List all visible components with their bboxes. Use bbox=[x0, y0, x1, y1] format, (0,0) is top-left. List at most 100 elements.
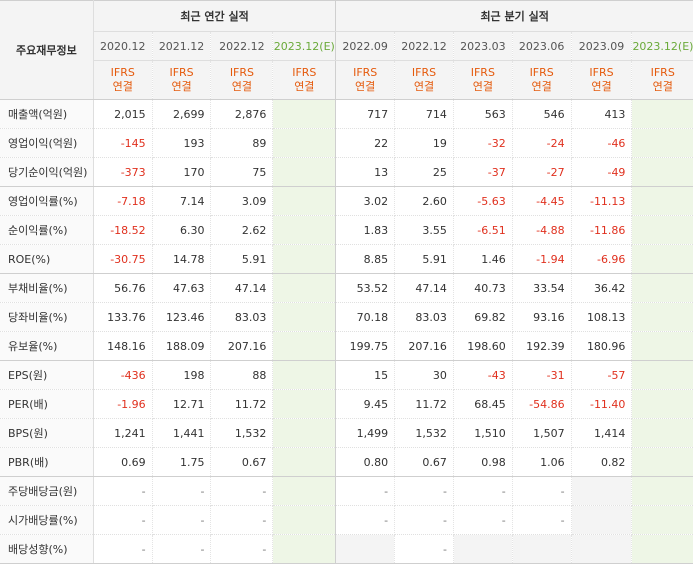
value-cell: 0.98 bbox=[453, 447, 513, 477]
value-cell: - bbox=[93, 505, 153, 535]
annual-header: 최근 연간 실적 bbox=[93, 0, 337, 32]
period-header: 2021.12 bbox=[152, 31, 212, 61]
value-cell bbox=[453, 534, 513, 564]
value-cell: 19 bbox=[394, 128, 454, 158]
value-cell: 199.75 bbox=[335, 331, 396, 361]
ifrs-basis: IFRS 연결 bbox=[93, 60, 153, 100]
value-cell: 47.63 bbox=[152, 273, 212, 303]
value-cell: - bbox=[93, 476, 153, 506]
value-cell bbox=[272, 99, 337, 129]
value-cell bbox=[631, 157, 693, 187]
ifrs-basis: IFRS 연결 bbox=[512, 60, 572, 100]
value-cell bbox=[272, 273, 337, 303]
value-cell: -11.13 bbox=[571, 186, 633, 216]
value-cell: 2,699 bbox=[152, 99, 212, 129]
value-cell: 1.83 bbox=[335, 215, 396, 245]
value-cell: 1,241 bbox=[93, 418, 153, 448]
value-cell: 6.30 bbox=[152, 215, 212, 245]
value-cell: - bbox=[335, 476, 396, 506]
value-cell: 11.72 bbox=[394, 389, 454, 419]
quarter-header: 최근 분기 실적 bbox=[335, 0, 693, 32]
value-cell: - bbox=[93, 534, 153, 564]
value-cell bbox=[631, 244, 693, 274]
value-cell bbox=[571, 476, 633, 506]
value-cell: 2,876 bbox=[210, 99, 274, 129]
value-cell bbox=[272, 418, 337, 448]
value-cell: 714 bbox=[394, 99, 454, 129]
period-header: 2022.09 bbox=[335, 31, 396, 61]
value-cell: -54.86 bbox=[512, 389, 572, 419]
value-cell: - bbox=[210, 476, 274, 506]
period-header-estimate: 2023.12(E) bbox=[631, 31, 693, 61]
value-cell: 9.45 bbox=[335, 389, 396, 419]
value-cell: -11.86 bbox=[571, 215, 633, 245]
value-cell: -145 bbox=[93, 128, 153, 158]
value-cell: -6.51 bbox=[453, 215, 513, 245]
value-cell: 1,441 bbox=[152, 418, 212, 448]
value-cell: - bbox=[335, 505, 396, 535]
value-cell: 170 bbox=[152, 157, 212, 187]
value-cell: -57 bbox=[571, 360, 633, 390]
row-label: ROE(%) bbox=[0, 244, 94, 274]
value-cell bbox=[631, 186, 693, 216]
value-cell: 413 bbox=[571, 99, 633, 129]
table-row: 매출액(억원) 2,015 2,699 2,876 717 714 563 546 413 bbox=[0, 99, 693, 129]
value-cell: 93.16 bbox=[512, 302, 572, 332]
value-cell: 180.96 bbox=[571, 331, 633, 361]
row-label: 순이익률(%) bbox=[0, 215, 94, 245]
value-cell: 33.54 bbox=[512, 273, 572, 303]
value-cell bbox=[631, 215, 693, 245]
value-cell bbox=[272, 128, 337, 158]
row-label: 매출액(억원) bbox=[0, 99, 94, 129]
value-cell: 5.91 bbox=[394, 244, 454, 274]
ifrs-basis: IFRS 연결 bbox=[152, 60, 212, 100]
value-cell: 0.69 bbox=[93, 447, 153, 477]
value-cell: -18.52 bbox=[93, 215, 153, 245]
table-row: PBR(배) 0.69 1.75 0.67 0.80 0.67 0.98 1.06 0.82 bbox=[0, 447, 693, 477]
value-cell: 1,532 bbox=[210, 418, 274, 448]
value-cell bbox=[272, 534, 337, 564]
value-cell: 83.03 bbox=[394, 302, 454, 332]
table-row: 배당성향(%) - - - - bbox=[0, 534, 693, 564]
value-cell: 12.71 bbox=[152, 389, 212, 419]
value-cell: 2.60 bbox=[394, 186, 454, 216]
value-cell bbox=[512, 534, 572, 564]
value-cell: -49 bbox=[571, 157, 633, 187]
value-cell: 22 bbox=[335, 128, 396, 158]
value-cell bbox=[272, 244, 337, 274]
value-cell: -27 bbox=[512, 157, 572, 187]
value-cell: 717 bbox=[335, 99, 396, 129]
table-row: 당좌비율(%) 133.76 123.46 83.03 70.18 83.03 69.82 9… bbox=[0, 302, 693, 332]
ifrs-basis: IFRS 연결 bbox=[631, 60, 693, 100]
value-cell: 56.76 bbox=[93, 273, 153, 303]
value-cell: 2,015 bbox=[93, 99, 153, 129]
value-cell: 1,414 bbox=[571, 418, 633, 448]
value-cell: 69.82 bbox=[453, 302, 513, 332]
period-header: 2022.12 bbox=[210, 31, 274, 61]
value-cell: - bbox=[394, 476, 454, 506]
value-cell: 1,510 bbox=[453, 418, 513, 448]
value-cell: -31 bbox=[512, 360, 572, 390]
value-cell bbox=[335, 534, 396, 564]
value-cell: 1.06 bbox=[512, 447, 572, 477]
value-cell: 5.91 bbox=[210, 244, 274, 274]
row-label: 주당배당금(원) bbox=[0, 476, 94, 506]
table-row: EPS(원) -436 198 88 15 30 -43 -31 -57 bbox=[0, 360, 693, 390]
value-cell: - bbox=[512, 505, 572, 535]
value-cell: 198.60 bbox=[453, 331, 513, 361]
value-cell: 193 bbox=[152, 128, 212, 158]
value-cell: 188.09 bbox=[152, 331, 212, 361]
table-row: 순이익률(%) -18.52 6.30 2.62 1.83 3.55 -6.51 -4.88-… bbox=[0, 215, 693, 245]
value-cell: -1.94 bbox=[512, 244, 572, 274]
value-cell bbox=[272, 360, 337, 390]
value-cell: 148.16 bbox=[93, 331, 153, 361]
value-cell: 36.42 bbox=[571, 273, 633, 303]
row-label: BPS(원) bbox=[0, 418, 94, 448]
value-cell: -46 bbox=[571, 128, 633, 158]
value-cell: 207.16 bbox=[210, 331, 274, 361]
value-cell: 2.62 bbox=[210, 215, 274, 245]
value-cell: - bbox=[394, 505, 454, 535]
value-cell: - bbox=[210, 534, 274, 564]
value-cell: - bbox=[394, 534, 454, 564]
